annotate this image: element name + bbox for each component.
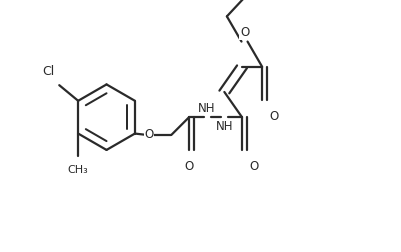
Text: O: O	[249, 160, 258, 173]
Text: O: O	[184, 160, 193, 173]
Text: NH: NH	[215, 120, 233, 133]
Text: NH: NH	[197, 102, 215, 115]
Text: Cl: Cl	[42, 65, 54, 78]
Text: O: O	[269, 110, 278, 123]
Text: O: O	[144, 128, 153, 141]
Text: O: O	[239, 26, 249, 39]
Text: CH₃: CH₃	[68, 165, 88, 175]
